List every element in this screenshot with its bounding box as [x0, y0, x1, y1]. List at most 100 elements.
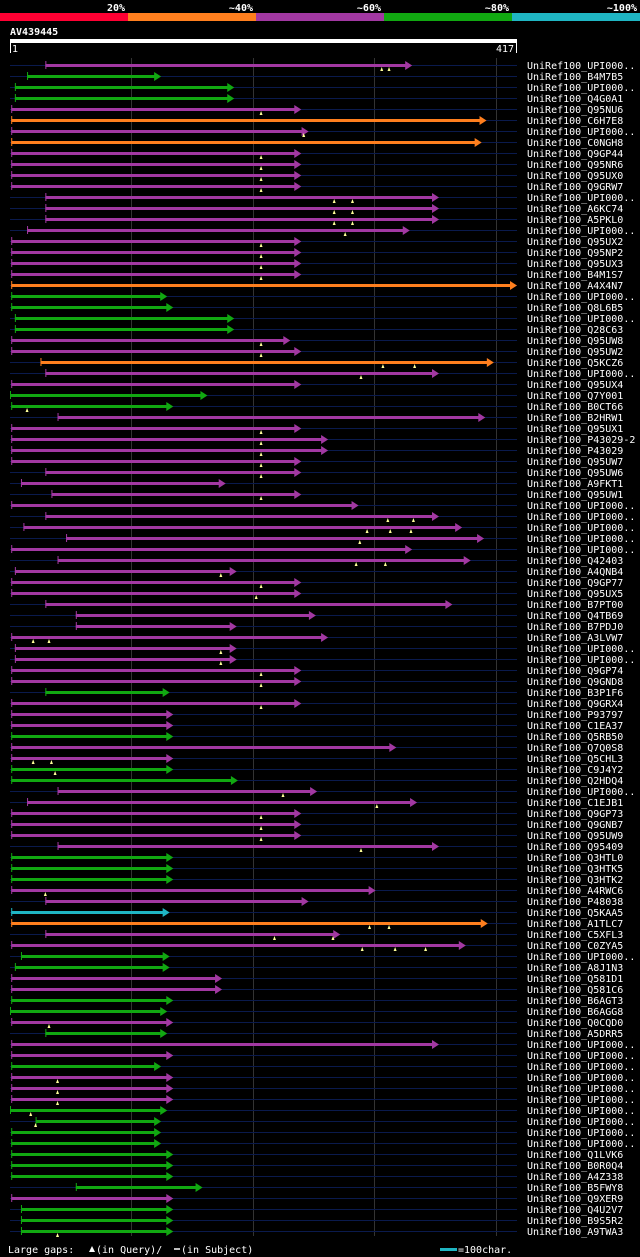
hit-label[interactable]: UniRef100_Q95UX4	[527, 380, 623, 391]
hit-label[interactable]: UniRef100_Q7Y001	[527, 391, 623, 402]
hit-label[interactable]: UniRef100_Q5RB50	[527, 732, 623, 743]
hit-label[interactable]: UniRef100_B2HRW1	[527, 413, 623, 424]
hit-label[interactable]: UniRef100_A4X4N7	[527, 281, 623, 292]
hit-label[interactable]: UniRef100_B6AGG8	[527, 1007, 623, 1018]
hit-label[interactable]: UniRef100_Q95UX0	[527, 171, 623, 182]
hit-label[interactable]: UniRef100_UPI000..	[527, 1040, 635, 1051]
hit-label[interactable]: UniRef100_Q0CQD0	[527, 1018, 623, 1029]
hit-label[interactable]: UniRef100_Q4G0A1	[527, 94, 623, 105]
hit-label[interactable]: UniRef100_Q3HTL0	[527, 853, 623, 864]
hit-label[interactable]: UniRef100_UPI000..	[527, 1073, 635, 1084]
hit-label[interactable]: UniRef100_A1TLC7	[527, 919, 623, 930]
hit-label[interactable]: UniRef100_Q8L6B5	[527, 303, 623, 314]
hit-label[interactable]: UniRef100_B4M7B5	[527, 72, 623, 83]
hit-label[interactable]: UniRef100_Q3HTK2	[527, 875, 623, 886]
hit-label[interactable]: UniRef100_Q9GNB7	[527, 820, 623, 831]
hit-label[interactable]: UniRef100_Q42403	[527, 556, 623, 567]
hit-label[interactable]: UniRef100_Q3HTK5	[527, 864, 623, 875]
hit-label[interactable]: UniRef100_UPI000..	[527, 1084, 635, 1095]
hit-label[interactable]: UniRef100_UPI000..	[527, 83, 635, 94]
hit-label[interactable]: UniRef100_UPI000..	[527, 292, 635, 303]
hit-label[interactable]: UniRef100_Q95UW6	[527, 468, 623, 479]
hit-label[interactable]: UniRef100_A6KC74	[527, 204, 623, 215]
hit-label[interactable]: UniRef100_Q5CHL3	[527, 754, 623, 765]
hit-label[interactable]: UniRef100_UPI000..	[527, 1106, 635, 1117]
hit-label[interactable]: UniRef100_Q28C63	[527, 325, 623, 336]
hit-label[interactable]: UniRef100_Q95UX2	[527, 237, 623, 248]
hit-label[interactable]: UniRef100_UPI000..	[527, 1051, 635, 1062]
hit-label[interactable]: UniRef100_Q95UW7	[527, 457, 623, 468]
hit-label[interactable]: UniRef100_C1EJB1	[527, 798, 623, 809]
hit-label[interactable]: UniRef100_Q9GND8	[527, 677, 623, 688]
hit-label[interactable]: UniRef100_Q9GP74	[527, 666, 623, 677]
hit-label[interactable]: UniRef100_C6H7E8	[527, 116, 623, 127]
hit-label[interactable]: UniRef100_A8J1N3	[527, 963, 623, 974]
hit-label[interactable]: UniRef100_Q9XER9	[527, 1194, 623, 1205]
hit-label[interactable]: UniRef100_C0ZYA5	[527, 941, 623, 952]
hit-label[interactable]: UniRef100_UPI000..	[527, 787, 635, 798]
hit-label[interactable]: UniRef100_A4RWC6	[527, 886, 623, 897]
hit-label[interactable]: UniRef100_Q95UX3	[527, 259, 623, 270]
hit-label[interactable]: UniRef100_Q1LVK6	[527, 1150, 623, 1161]
hit-label[interactable]: UniRef100_UPI000..	[527, 501, 635, 512]
hit-label[interactable]: UniRef100_Q4U2V7	[527, 1205, 623, 1216]
hit-label[interactable]: UniRef100_Q9GP77	[527, 578, 623, 589]
hit-label[interactable]: UniRef100_UPI000..	[527, 1128, 635, 1139]
hit-label[interactable]: UniRef100_Q2HDQ4	[527, 776, 623, 787]
hit-label[interactable]: UniRef100_UPI000..	[527, 523, 635, 534]
hit-label[interactable]: UniRef100_UPI000..	[527, 644, 635, 655]
hit-label[interactable]: UniRef100_B4M1S7	[527, 270, 623, 281]
hit-label[interactable]: UniRef100_UPI000..	[527, 226, 635, 237]
hit-label[interactable]: UniRef100_Q95NU6	[527, 105, 623, 116]
hit-label[interactable]: UniRef100_P43029	[527, 446, 623, 457]
hit-label[interactable]: UniRef100_B0R0Q4	[527, 1161, 623, 1172]
hit-label[interactable]: UniRef100_C0NGH8	[527, 138, 623, 149]
hit-label[interactable]: UniRef100_A3LVW7	[527, 633, 623, 644]
hit-label[interactable]: UniRef100_UPI000..	[527, 952, 635, 963]
hit-label[interactable]: UniRef100_P93797	[527, 710, 623, 721]
hit-label[interactable]: UniRef100_Q95NP2	[527, 248, 623, 259]
hit-label[interactable]: UniRef100_UPI000..	[527, 127, 635, 138]
hit-label[interactable]: UniRef100_B5FWY8	[527, 1183, 623, 1194]
hit-label[interactable]: UniRef100_UPI000..	[527, 545, 635, 556]
hit-label[interactable]: UniRef100_P43029-2	[527, 435, 635, 446]
hit-label[interactable]: UniRef100_B6AGT3	[527, 996, 623, 1007]
hit-label[interactable]: UniRef100_Q9GRW7	[527, 182, 623, 193]
hit-label[interactable]: UniRef100_UPI000..	[527, 534, 635, 545]
hit-label[interactable]: UniRef100_UPI000..	[527, 512, 635, 523]
hit-label[interactable]: UniRef100_Q95NR6	[527, 160, 623, 171]
hit-label[interactable]: UniRef100_Q95UX1	[527, 424, 623, 435]
hit-label[interactable]: UniRef100_UPI000..	[527, 1117, 635, 1128]
hit-label[interactable]: UniRef100_A9FKT1	[527, 479, 623, 490]
hit-label[interactable]: UniRef100_Q581C6	[527, 985, 623, 996]
hit-label[interactable]: UniRef100_Q5KAA5	[527, 908, 623, 919]
hit-label[interactable]: UniRef100_Q95UW9	[527, 831, 623, 842]
hit-label[interactable]: UniRef100_Q4TB69	[527, 611, 623, 622]
hit-label[interactable]: UniRef100_UPI000..	[527, 369, 635, 380]
hit-label[interactable]: UniRef100_Q95UW2	[527, 347, 623, 358]
hit-label[interactable]: UniRef100_Q9GP73	[527, 809, 623, 820]
hit-label[interactable]: UniRef100_UPI000..	[527, 1062, 635, 1073]
hit-label[interactable]: UniRef100_UPI000..	[527, 193, 635, 204]
hit-label[interactable]: UniRef100_B0CT66	[527, 402, 623, 413]
hit-label[interactable]: UniRef100_C5XFL3	[527, 930, 623, 941]
hit-label[interactable]: UniRef100_UPI000..	[527, 655, 635, 666]
hit-label[interactable]: UniRef100_UPI000..	[527, 314, 635, 325]
hit-label[interactable]: UniRef100_B7PDJ0	[527, 622, 623, 633]
hit-label[interactable]: UniRef100_A5PKL0	[527, 215, 623, 226]
hit-label[interactable]: UniRef100_B3P1F6	[527, 688, 623, 699]
hit-label[interactable]: UniRef100_UPI000..	[527, 1139, 635, 1150]
hit-label[interactable]: UniRef100_A4QNB4	[527, 567, 623, 578]
hit-label[interactable]: UniRef100_Q95UX5	[527, 589, 623, 600]
hit-label[interactable]: UniRef100_B9S5R2	[527, 1216, 623, 1227]
hit-label[interactable]: UniRef100_C1EA37	[527, 721, 623, 732]
hit-label[interactable]: UniRef100_Q9GRX4	[527, 699, 623, 710]
hit-label[interactable]: UniRef100_Q95UW1	[527, 490, 623, 501]
hit-label[interactable]: UniRef100_A5DRR5	[527, 1029, 623, 1040]
hit-label[interactable]: UniRef100_Q95409	[527, 842, 623, 853]
hit-label[interactable]: UniRef100_P48038	[527, 897, 623, 908]
hit-label[interactable]: UniRef100_UPI000..	[527, 1095, 635, 1106]
hit-label[interactable]: UniRef100_A9TWA3	[527, 1227, 623, 1238]
hit-label[interactable]: UniRef100_Q9GP44	[527, 149, 623, 160]
hit-label[interactable]: UniRef100_A4Z338	[527, 1172, 623, 1183]
